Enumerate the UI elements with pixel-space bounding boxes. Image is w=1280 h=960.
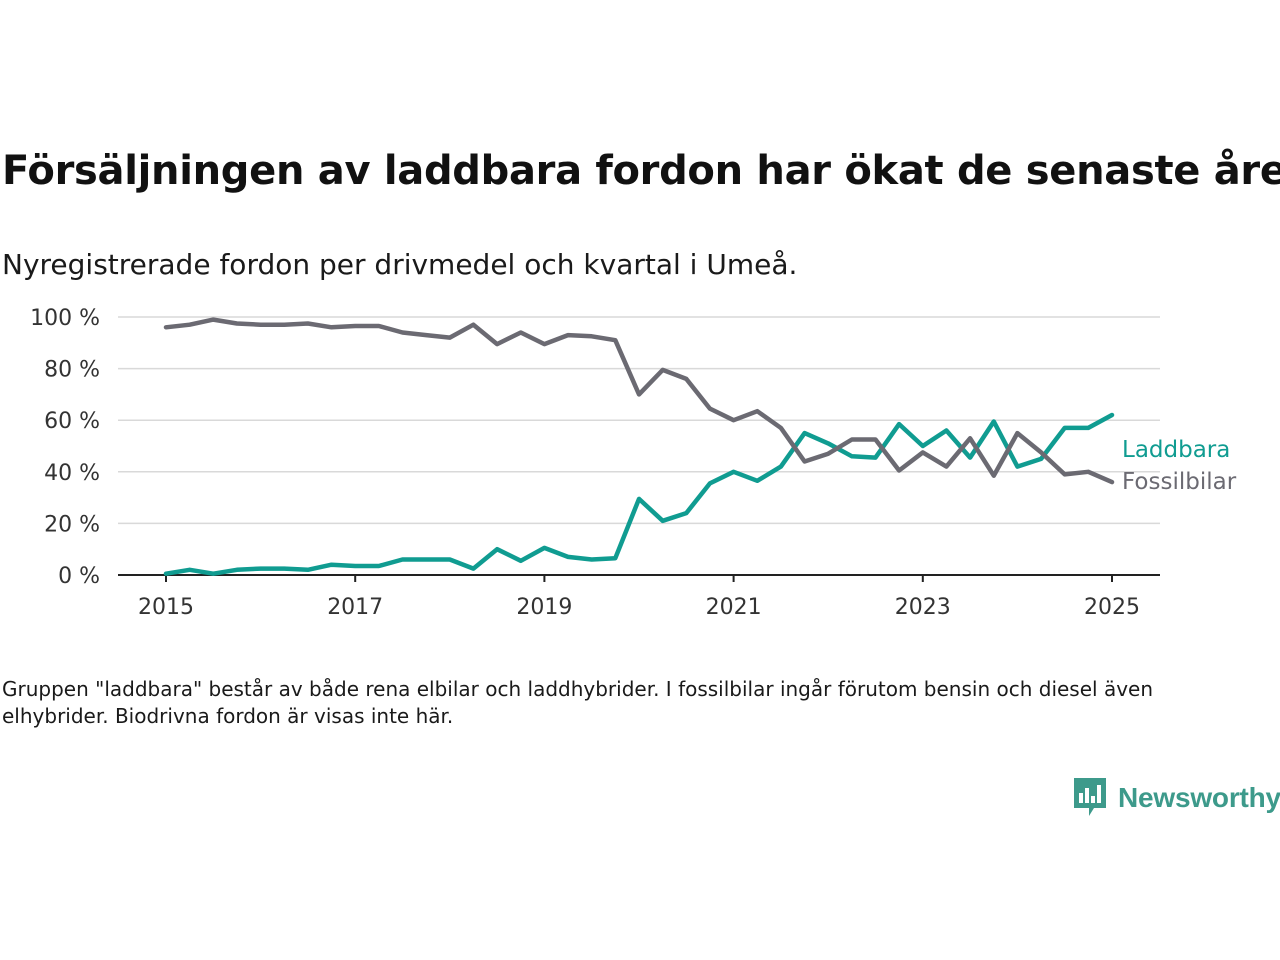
line-chart: 0 % 20 % 40 % 60 % 80 % 100 % 2015 2017 2019 202…: [30, 306, 1237, 620]
x-tick-label: 2023: [895, 595, 951, 620]
series-line-laddbara: [163, 412, 1115, 576]
series-label-laddbara: Laddbara: [1122, 437, 1230, 463]
series-labels: Laddbara Fossilbilar: [1122, 437, 1237, 495]
newsworthy-logo: Newsworthy: [1072, 776, 1280, 820]
series-lines: [163, 317, 1115, 576]
gridlines: [118, 316, 1160, 525]
y-axis: 0 % 20 % 40 % 60 % 80 % 100 %: [30, 306, 100, 589]
series-line-fossilbilar: [163, 317, 1115, 485]
chart-subtitle: Nyregistrerade fordon per drivmedel och …: [2, 248, 798, 281]
chart-footnote: Gruppen "laddbara" består av både rena e…: [2, 677, 1154, 728]
newsworthy-logo-text: Newsworthy: [1118, 782, 1280, 813]
newsworthy-logo-icon: [1074, 778, 1106, 816]
x-tick-label: 2021: [706, 595, 762, 620]
y-tick-label: 20 %: [44, 512, 100, 537]
x-axis: 2015 2017 2019 2021 2023 2025: [118, 574, 1160, 620]
series-label-fossilbilar: Fossilbilar: [1122, 469, 1237, 495]
x-tick-label: 2017: [327, 595, 383, 620]
y-tick-label: 100 %: [30, 306, 100, 331]
y-tick-label: 60 %: [44, 409, 100, 434]
x-tick-label: 2015: [138, 595, 194, 620]
x-tick-label: 2019: [516, 595, 572, 620]
y-tick-label: 40 %: [44, 461, 100, 486]
x-tick-label: 2025: [1084, 595, 1140, 620]
y-tick-label: 0 %: [58, 564, 100, 589]
y-tick-label: 80 %: [44, 358, 100, 383]
chart-title: Försäljningen av laddbara fordon har öka…: [2, 148, 1280, 194]
